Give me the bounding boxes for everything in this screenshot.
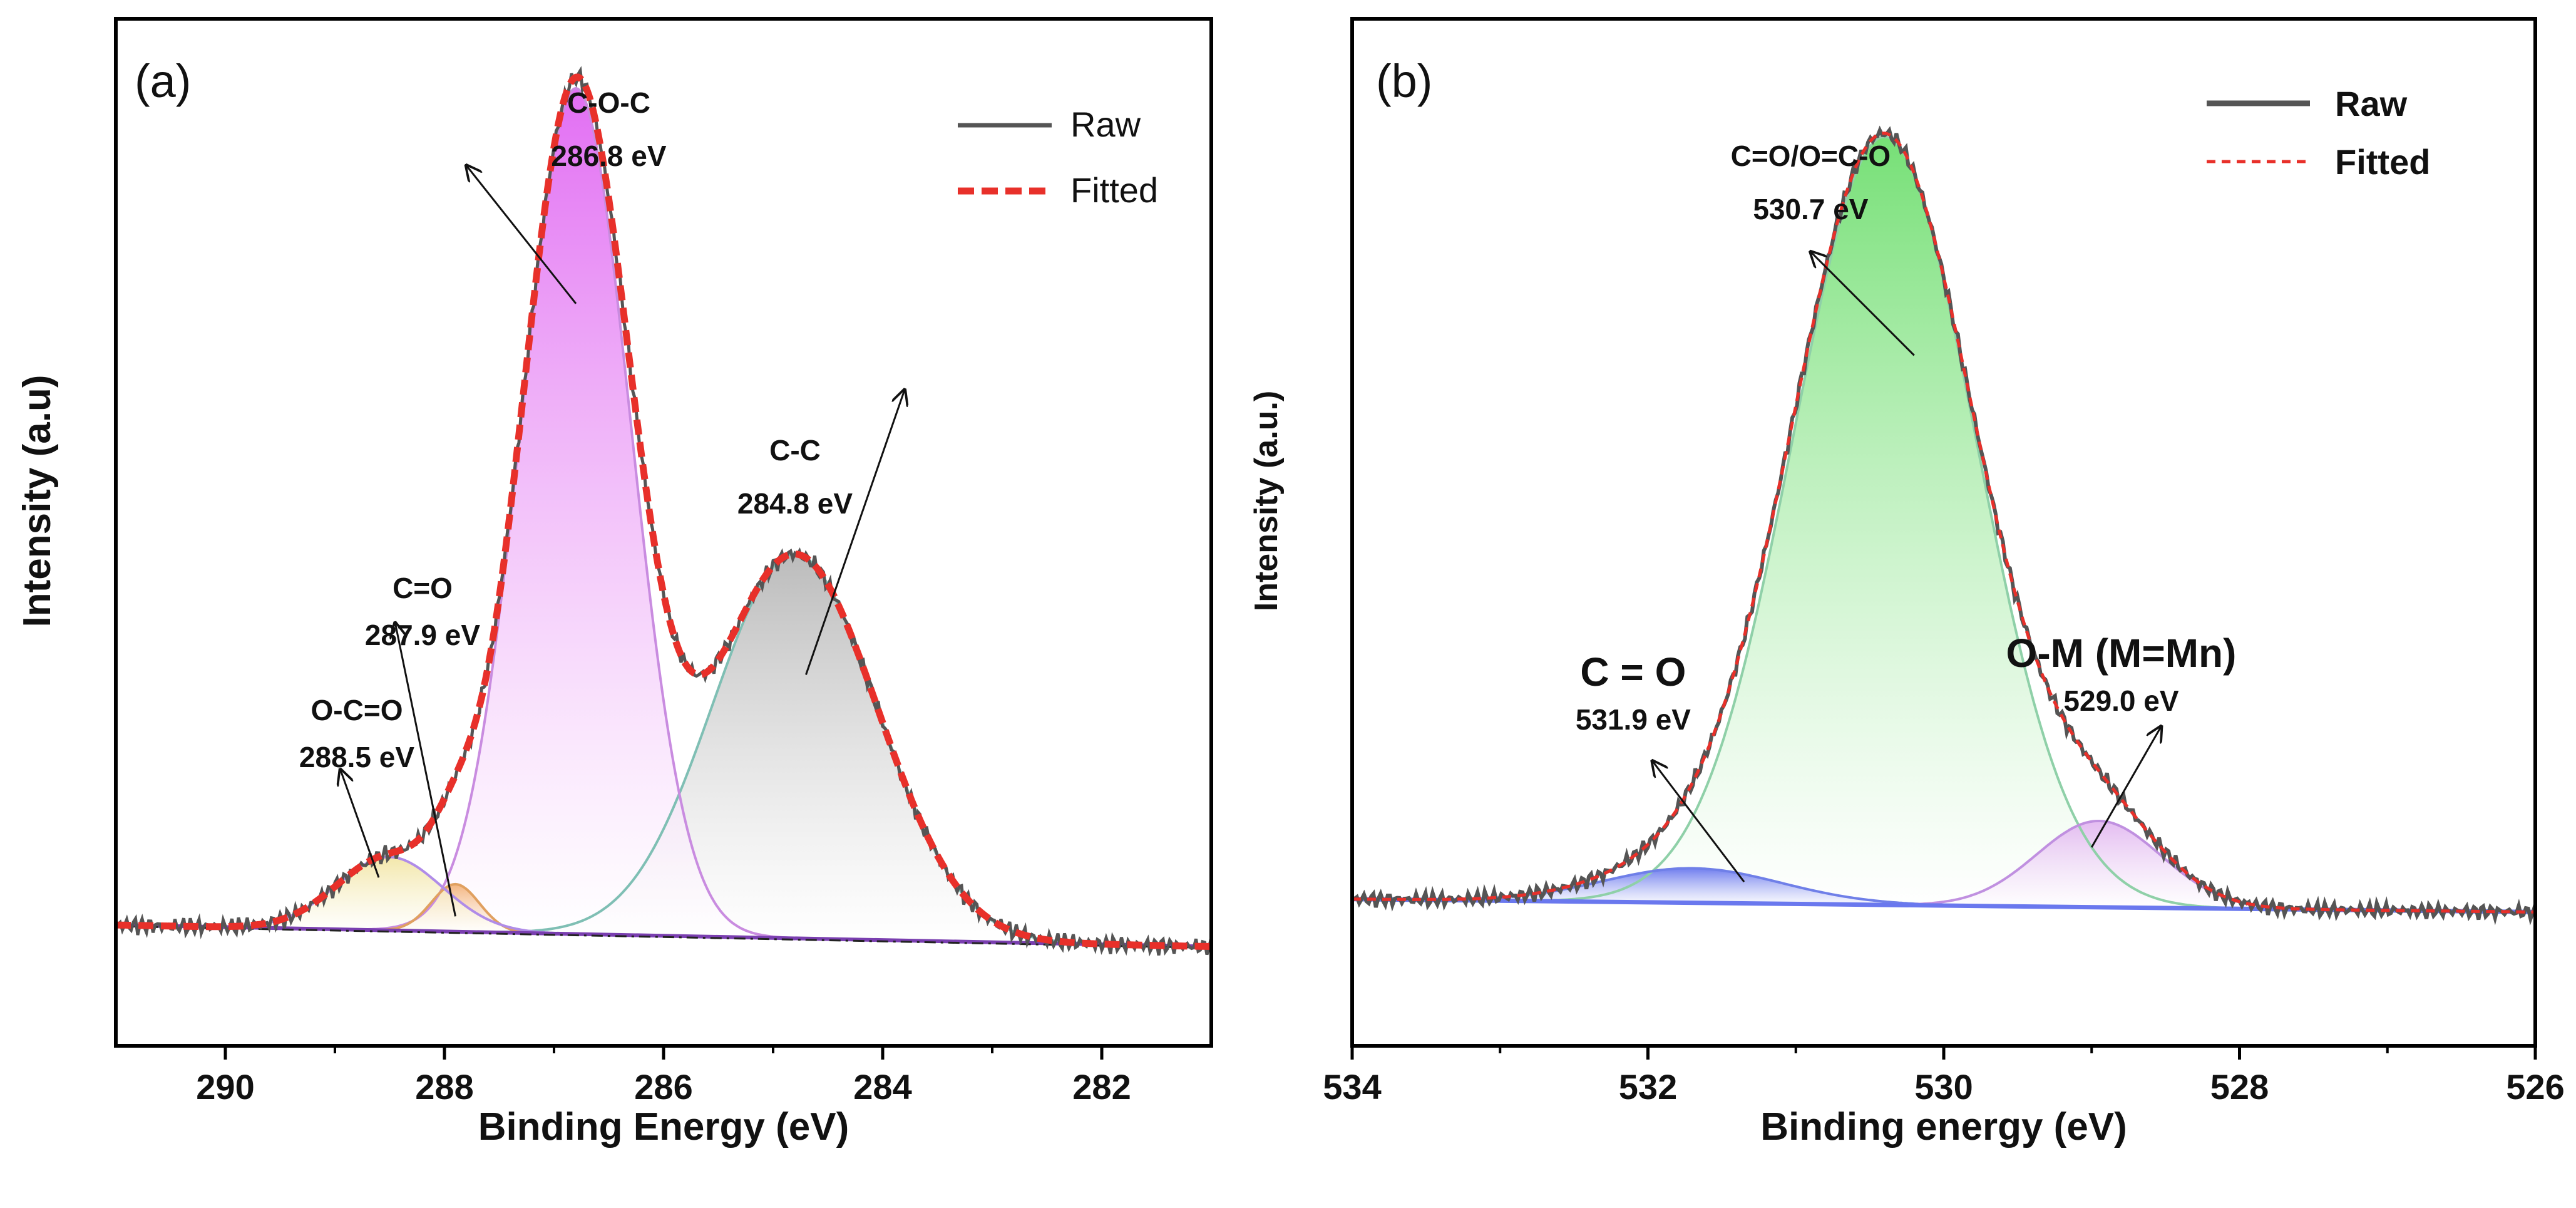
- panel-b-legend-raw-label: Raw: [2335, 84, 2408, 123]
- peak-fill-o-m-m-mn: [1839, 821, 2358, 911]
- x-tick-label: 286: [634, 1067, 692, 1107]
- annotation-arrow-c-o: [395, 623, 456, 917]
- panel-b-lines: [1351, 125, 2537, 926]
- panel-a-ann-coc-value: 286.8 eV: [551, 140, 666, 172]
- panel-b-peak-fills: [1352, 137, 2358, 911]
- panel-b-ann-main-name: C=O/O=C-O: [1731, 140, 1891, 172]
- x-tick-label: 526: [2506, 1067, 2564, 1107]
- panel-b-ann-main-value: 530.7 eV: [1753, 193, 1868, 225]
- x-tick-label: 528: [2210, 1067, 2269, 1107]
- baseline-dashdot: [115, 925, 1212, 949]
- panel-a-lines: [115, 66, 1213, 957]
- panel-a-ann-coc-name: C-O-C: [567, 86, 650, 119]
- panel-a-ann-oco-name: O-C=O: [311, 694, 403, 726]
- x-tick-label: 282: [1072, 1067, 1131, 1107]
- panel-a-peak-fills: [170, 88, 1139, 946]
- panel-b-ann-om-value: 529.0 eV: [2063, 684, 2178, 717]
- panel-b-ann-om-name: O-M (M=Mn): [2006, 631, 2237, 676]
- panel-b-frame: [1350, 17, 2537, 1048]
- panel-a-legend-fitted-label: Fitted: [1070, 170, 1158, 210]
- fitted-envelope-line: [116, 73, 1212, 950]
- panel-b-y-axis-title: Intensity (a.u.): [1248, 391, 1285, 611]
- panel-a-ann-cc-name: C-C: [769, 434, 821, 467]
- panel-b-legend-fitted-label: Fitted: [2335, 142, 2430, 182]
- panel-a-annotation-arrows: [341, 165, 905, 917]
- panel-a-ann-oco-value: 288.5 eV: [299, 741, 414, 773]
- annotation-arrow-c-o: [1653, 761, 1745, 883]
- panel-a-label: (a): [135, 55, 191, 107]
- annotation-arrow-c-o-o-c-o: [1810, 252, 1915, 356]
- panel-b: 534 532 530 528 526 (b) Raw Fitted C=O/O=C-O…: [1248, 17, 2565, 1149]
- panel-a-legend-raw-label: Raw: [1070, 105, 1141, 144]
- x-tick-label: 532: [1619, 1067, 1677, 1107]
- peak-fill-o-c-o: [170, 857, 609, 935]
- panel-b-label: (b): [1376, 55, 1432, 107]
- annotation-arrow-o-c-o: [341, 770, 380, 878]
- annotation-arrow-c-o-c: [466, 165, 577, 304]
- panel-a-frame: [114, 17, 1213, 1048]
- fitted-envelope-line: [1352, 132, 2536, 914]
- panel-a: 290 288 286 284 282 (a) Raw Fitted C-O-C 286…: [16, 17, 1213, 1149]
- panel-b-x-axis-title: Binding energy (eV): [1760, 1105, 2127, 1149]
- panel-a-y-axis-title: Intensity (a.u): [16, 374, 59, 627]
- x-tick-label: 288: [415, 1067, 473, 1107]
- peak-line-c-o-c: [346, 86, 806, 940]
- peak-fill-c-c: [451, 554, 1139, 946]
- panel-b-x-ticks: 534 532 530 528 526: [1323, 1046, 2565, 1107]
- peak-fill-c-o-c: [346, 88, 806, 939]
- peak-fill-c-o: [1352, 868, 2065, 907]
- x-tick-label: 290: [196, 1067, 254, 1107]
- panel-a-ann-cc-value: 284.8 eV: [737, 487, 853, 520]
- x-tick-label: 284: [853, 1067, 911, 1107]
- panel-a-ann-co-name: C=O: [393, 572, 453, 604]
- panel-a-ann-co-value: 287.9 eV: [365, 619, 480, 651]
- panel-a-x-axis-title: Binding Energy (eV): [478, 1105, 849, 1149]
- panel-b-ann-co-value: 531.9 eV: [1576, 703, 1691, 736]
- panel-b-ann-co-name: C = O: [1580, 649, 1686, 694]
- peak-fill-c-o-o-c-o: [1501, 137, 2268, 909]
- panel-b-annotation-arrows: [1653, 252, 2162, 883]
- x-tick-label: 534: [1323, 1067, 1381, 1107]
- panel-a-x-ticks: 290 288 286 284 282: [196, 1046, 1131, 1107]
- annotation-arrow-c-c: [805, 390, 905, 675]
- annotation-arrow-o-m-m-mn: [2090, 726, 2161, 848]
- x-tick-label: 530: [1914, 1067, 1973, 1107]
- raw-spectrum-line: [1351, 125, 2537, 926]
